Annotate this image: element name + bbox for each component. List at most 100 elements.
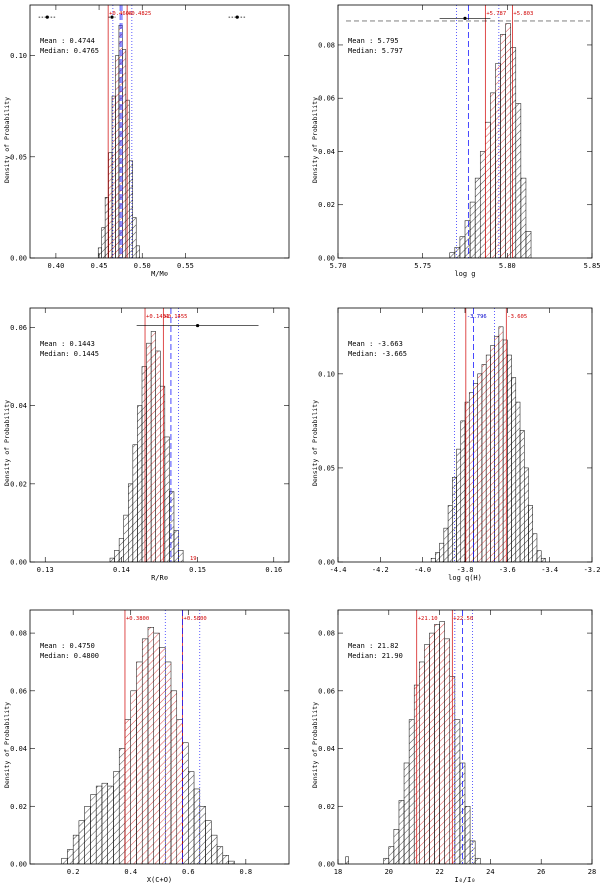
stats-text: Mean : 0.1443 (40, 340, 95, 348)
histogram-bar (205, 820, 212, 864)
histogram-bar (169, 491, 175, 562)
histogram-bar (485, 354, 491, 562)
histogram-bar (525, 231, 532, 258)
y-tick-label: 0.05 (318, 464, 335, 472)
histogram-bar (481, 364, 487, 562)
y-tick-label: 0.06 (318, 687, 335, 695)
histogram-bar (429, 632, 435, 864)
histogram-bar (464, 806, 471, 864)
x-tick-label: 24 (486, 868, 494, 876)
stats-text: Mean : 21.82 (348, 642, 399, 650)
y-axis-title-1: Density of Probability (311, 97, 319, 183)
histogram-bar (468, 392, 474, 562)
interval-label: +21.10 (418, 616, 438, 622)
panel-logg: +5.787 +5.803 5.70 5.75 5.80 5.85 0.00 0.02 0.04… (318, 4, 600, 278)
y-axis-title-3: Density of Probability (311, 400, 319, 486)
panel-luminosity: +21.10 +22.50 18 20 22 24 26 28 0.00 0.02 0.04 0.06… (318, 609, 596, 884)
histogram-bar (141, 638, 149, 864)
x-tick-label: 5.75 (414, 262, 431, 270)
histogram-bar (107, 785, 114, 864)
histogram-bar (176, 719, 183, 864)
observation-point (110, 15, 114, 19)
histogram-bar (383, 857, 390, 864)
plot-frame (29, 4, 290, 259)
histogram-bar (61, 857, 68, 864)
interval-label: +0.5800 (184, 616, 207, 622)
x-tick-label: 5.85 (584, 262, 600, 270)
plot-frame (337, 4, 593, 259)
interval-label: +0.4825 (128, 11, 151, 17)
histogram-bar (439, 542, 445, 562)
y-tick-label: 0.08 (318, 41, 335, 49)
interval-label: +0.1455 (164, 314, 187, 320)
stats-text: Median: 0.1445 (40, 350, 99, 358)
interval-label: +0.4605 (109, 11, 132, 17)
histogram-bar (510, 47, 517, 258)
y-tick-label: 0.10 (10, 52, 27, 60)
histogram-bar (485, 121, 491, 258)
histogram-bar (118, 748, 126, 864)
histogram-bar (403, 762, 410, 864)
x-tick-label: 0.55 (177, 262, 194, 270)
histogram-bar (141, 366, 147, 562)
histogram-bar (115, 55, 120, 258)
y-tick-label: 0.00 (10, 559, 27, 567)
histogram-bar (136, 661, 143, 864)
plot-area (345, 610, 481, 864)
y-tick-label: 0.04 (318, 745, 335, 753)
histogram-bar (155, 350, 161, 562)
histogram-bar (78, 820, 85, 864)
x-tick-label: 22 (435, 868, 443, 876)
histogram-bar (150, 331, 156, 562)
histogram-bar (211, 834, 218, 864)
y-tick-label: 0.02 (318, 803, 335, 811)
x-tick-label: 0.13 (37, 566, 54, 574)
histogram-bar (137, 405, 143, 562)
x-tick-label: 18 (334, 868, 342, 876)
histogram-bar (153, 632, 160, 864)
y-tick-label: 0.08 (318, 630, 335, 638)
histogram-bar (147, 627, 154, 864)
y-tick-label: 0.04 (10, 745, 27, 753)
y-tick-label: 0.04 (318, 148, 335, 156)
histogram-bar (84, 806, 91, 864)
stats-text: Mean : 5.795 (348, 37, 399, 45)
histogram-bar (170, 690, 178, 864)
stats-text: Median: 0.4800 (40, 652, 99, 660)
y-tick-label: 0.04 (10, 402, 27, 410)
interval-label: -3.796 (467, 314, 487, 320)
histogram-bar (199, 806, 206, 864)
histogram-bar (498, 326, 504, 562)
x-tick-label: 0.6 (182, 868, 195, 876)
histogram-bar (474, 177, 481, 258)
histogram-bar (490, 345, 495, 562)
stats-text: Median: 5.797 (348, 47, 403, 55)
y-tick-label: 0.08 (10, 630, 27, 638)
histogram-bar (90, 794, 97, 864)
x-tick-label: -4.2 (372, 566, 389, 574)
histogram-bar (419, 661, 425, 864)
x-tick-label: 0.14 (113, 566, 130, 574)
histogram-bar (520, 177, 527, 258)
panel-xco: +0.3800 +0.5800 0.2 0.4 0.6 0.8 0.00 0.02 0.04 0.… (10, 609, 290, 884)
stats-text: Mean : -3.663 (348, 340, 403, 348)
histogram-bar (101, 782, 108, 864)
histogram-bar (460, 420, 466, 562)
histogram-bar (97, 247, 102, 258)
interval-label: +5.803 (513, 11, 533, 17)
y-tick-label: 0.00 (10, 255, 27, 263)
x-axis-label: log g (454, 270, 475, 278)
x-tick-label: -4.4 (330, 566, 347, 574)
y-tick-label: 0.02 (318, 201, 335, 209)
note-label: 19 (190, 556, 197, 562)
histogram-bar (135, 245, 140, 258)
x-tick-label: 0.8 (240, 868, 253, 876)
x-axis-label: X(C+O) (147, 876, 172, 884)
x-tick-label: -4.0 (414, 566, 431, 574)
histogram-bar (430, 557, 436, 562)
x-tick-label: 5.70 (330, 262, 347, 270)
histogram-bar (129, 160, 133, 258)
x-axis-label: log q(H) (448, 574, 482, 582)
histogram-bar (222, 855, 229, 864)
